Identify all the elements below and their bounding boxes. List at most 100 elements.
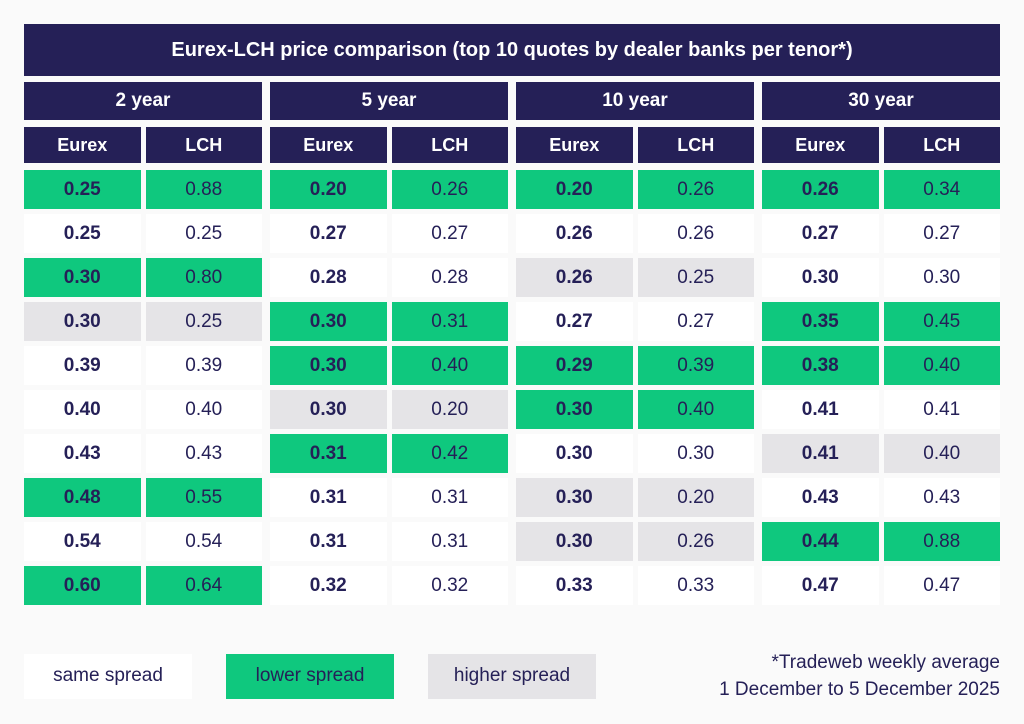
eurex-value-cell: 0.41 [762, 434, 879, 473]
lch-value-cell: 0.33 [637, 566, 754, 605]
eurex-value-cell: 0.41 [762, 390, 879, 429]
eurex-value-cell: 0.32 [270, 566, 387, 605]
tenor-group-30-year: 30 year Eurex LCH 0.26 0.34 0.27 0.27 0.30 0.30 0… [762, 82, 1000, 605]
eurex-value-cell: 0.31 [270, 478, 387, 517]
eurex-value-cell: 0.35 [762, 302, 879, 341]
eurex-value-cell: 0.48 [24, 478, 141, 517]
column-header-lch: LCH [391, 127, 508, 163]
lch-value-cell: 0.43 [145, 434, 262, 473]
tenor-grid: Eurex LCH 0.20 0.26 0.26 0.26 0.26 0.25 0.27 0.27… [516, 127, 754, 605]
column-header-lch: LCH [883, 127, 1000, 163]
lch-value-cell: 0.43 [883, 478, 1000, 517]
lch-value-cell: 0.54 [145, 522, 262, 561]
column-header-eurex: Eurex [516, 127, 633, 163]
legend-higher-spread-label: higher spread [453, 665, 571, 686]
eurex-value-cell: 0.40 [24, 390, 141, 429]
lch-value-cell: 0.40 [883, 346, 1000, 385]
table-groups: 2 year Eurex LCH 0.25 0.88 0.25 0.25 0.30 0.80 0.… [24, 82, 1000, 605]
lch-value-cell: 0.40 [637, 390, 754, 429]
legend-same-spread-label: same spread [53, 665, 163, 686]
lch-value-cell: 0.20 [391, 390, 508, 429]
eurex-value-cell: 0.30 [270, 302, 387, 341]
eurex-value-cell: 0.43 [762, 478, 879, 517]
lch-value-cell: 0.47 [883, 566, 1000, 605]
eurex-value-cell: 0.30 [516, 390, 633, 429]
lch-value-cell: 0.64 [145, 566, 262, 605]
eurex-value-cell: 0.27 [762, 214, 879, 253]
lch-value-cell: 0.26 [637, 522, 754, 561]
lch-value-cell: 0.32 [391, 566, 508, 605]
lch-value-cell: 0.25 [637, 258, 754, 297]
eurex-value-cell: 0.30 [270, 346, 387, 385]
eurex-value-cell: 0.43 [24, 434, 141, 473]
legend-lower-spread-label: lower spread [255, 665, 365, 686]
eurex-value-cell: 0.44 [762, 522, 879, 561]
lch-value-cell: 0.31 [391, 478, 508, 517]
column-header-lch: LCH [637, 127, 754, 163]
tenor-group-2-year: 2 year Eurex LCH 0.25 0.88 0.25 0.25 0.30 0.80 0.… [24, 82, 262, 605]
lch-value-cell: 0.27 [637, 302, 754, 341]
footnote-line-2: 1 December to 5 December 2025 [719, 679, 1000, 700]
eurex-value-cell: 0.28 [270, 258, 387, 297]
bottom-row: same spread lower spread higher spread *… [24, 649, 1000, 703]
eurex-value-cell: 0.31 [270, 434, 387, 473]
footnote: *Tradeweb weekly average 1 December to 5… [719, 649, 1000, 703]
footnote-line-1: *Tradeweb weekly average [771, 652, 1000, 673]
tenor-group-5-year: 5 year Eurex LCH 0.20 0.26 0.27 0.27 0.28 0.28 0.… [270, 82, 508, 605]
tenor-header: 5 year [270, 82, 508, 120]
legend-lower-spread: lower spread [226, 653, 394, 699]
eurex-value-cell: 0.60 [24, 566, 141, 605]
lch-value-cell: 0.88 [145, 170, 262, 209]
column-header-eurex: Eurex [762, 127, 879, 163]
lch-value-cell: 0.80 [145, 258, 262, 297]
lch-value-cell: 0.27 [883, 214, 1000, 253]
eurex-value-cell: 0.20 [516, 170, 633, 209]
lch-value-cell: 0.55 [145, 478, 262, 517]
lch-value-cell: 0.40 [391, 346, 508, 385]
eurex-value-cell: 0.29 [516, 346, 633, 385]
eurex-value-cell: 0.26 [516, 214, 633, 253]
lch-value-cell: 0.30 [883, 258, 1000, 297]
lch-value-cell: 0.31 [391, 522, 508, 561]
lch-value-cell: 0.28 [391, 258, 508, 297]
lch-value-cell: 0.88 [883, 522, 1000, 561]
lch-value-cell: 0.39 [637, 346, 754, 385]
eurex-value-cell: 0.27 [516, 302, 633, 341]
column-header-eurex: Eurex [270, 127, 387, 163]
lch-value-cell: 0.45 [883, 302, 1000, 341]
eurex-value-cell: 0.27 [270, 214, 387, 253]
eurex-value-cell: 0.30 [516, 522, 633, 561]
lch-value-cell: 0.31 [391, 302, 508, 341]
tenor-header: 10 year [516, 82, 754, 120]
eurex-value-cell: 0.26 [762, 170, 879, 209]
eurex-value-cell: 0.30 [762, 258, 879, 297]
eurex-value-cell: 0.39 [24, 346, 141, 385]
tenor-grid: Eurex LCH 0.25 0.88 0.25 0.25 0.30 0.80 0.30 0.25… [24, 127, 262, 605]
lch-value-cell: 0.42 [391, 434, 508, 473]
lch-value-cell: 0.26 [637, 170, 754, 209]
tenor-group-10-year: 10 year Eurex LCH 0.20 0.26 0.26 0.26 0.26 0.25 0… [516, 82, 754, 605]
eurex-value-cell: 0.30 [516, 478, 633, 517]
lch-value-cell: 0.20 [637, 478, 754, 517]
tenor-header: 2 year [24, 82, 262, 120]
column-header-lch: LCH [145, 127, 262, 163]
lch-value-cell: 0.40 [883, 434, 1000, 473]
eurex-value-cell: 0.26 [516, 258, 633, 297]
eurex-value-cell: 0.31 [270, 522, 387, 561]
eurex-value-cell: 0.38 [762, 346, 879, 385]
column-header-eurex: Eurex [24, 127, 141, 163]
lch-value-cell: 0.40 [145, 390, 262, 429]
lch-value-cell: 0.27 [391, 214, 508, 253]
legend-higher-spread: higher spread [428, 653, 596, 699]
page-title: Eurex-LCH price comparison (top 10 quote… [24, 24, 1000, 76]
eurex-value-cell: 0.30 [270, 390, 387, 429]
eurex-value-cell: 0.30 [24, 258, 141, 297]
eurex-value-cell: 0.47 [762, 566, 879, 605]
lch-value-cell: 0.34 [883, 170, 1000, 209]
eurex-value-cell: 0.25 [24, 170, 141, 209]
tenor-grid: Eurex LCH 0.26 0.34 0.27 0.27 0.30 0.30 0.35 0.45… [762, 127, 1000, 605]
lch-value-cell: 0.25 [145, 302, 262, 341]
tenor-grid: Eurex LCH 0.20 0.26 0.27 0.27 0.28 0.28 0.30 0.31… [270, 127, 508, 605]
eurex-value-cell: 0.30 [516, 434, 633, 473]
